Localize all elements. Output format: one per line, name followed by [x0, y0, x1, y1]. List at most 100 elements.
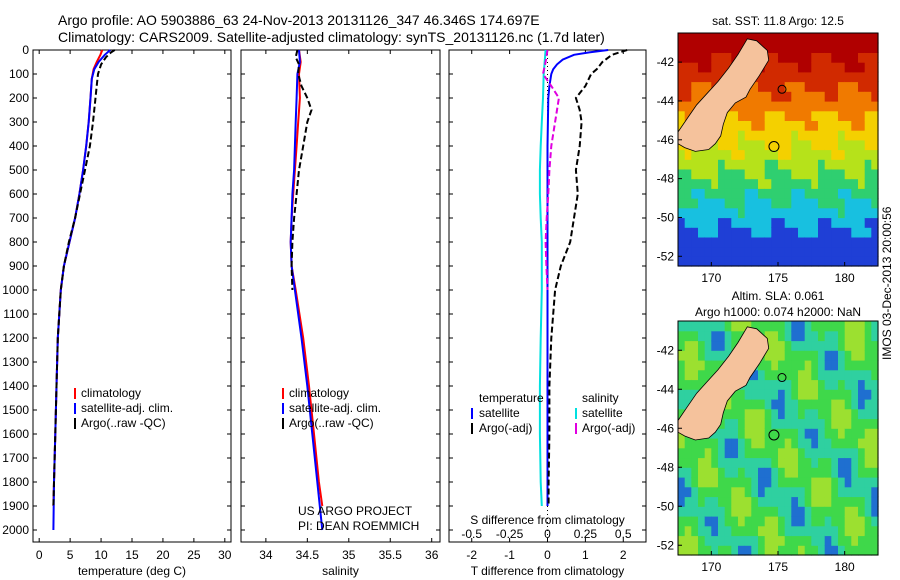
map-cell: [804, 369, 812, 381]
map-cell: [791, 408, 799, 420]
map-cell: [838, 389, 846, 400]
map-cell: [758, 139, 766, 151]
map-cell: [771, 71, 779, 83]
map-cell: [844, 330, 852, 342]
map-cell: [798, 207, 806, 219]
map-cell: [824, 256, 832, 267]
map-cell: [731, 418, 739, 429]
map-cell: [778, 369, 786, 381]
map-cell: [704, 525, 712, 537]
map-cell: [811, 486, 819, 498]
map-cell: [831, 71, 839, 83]
map-cell: [838, 438, 846, 449]
map-cell: [824, 350, 832, 361]
map-cell: [724, 188, 732, 199]
map-cell: [704, 217, 712, 228]
map-cell: [731, 399, 739, 410]
map-cell: [704, 516, 712, 527]
map-cell: [678, 330, 686, 342]
map-cell: [744, 418, 752, 429]
map-cell: [844, 139, 852, 151]
y-tick-label: 0: [22, 43, 29, 57]
map-cell: [838, 42, 846, 53]
panel-frame: [32, 49, 232, 543]
map-cell: [691, 149, 699, 160]
map-cell: [704, 236, 712, 248]
map-cell: [804, 525, 812, 537]
map-cell: [744, 256, 752, 267]
map-cell: [798, 399, 806, 410]
map-cell: [824, 149, 832, 160]
map-cell: [691, 33, 699, 44]
x-axis-label: salinity: [322, 564, 359, 578]
map-cell: [704, 71, 712, 83]
map-cell: [784, 52, 792, 63]
map-cell: [778, 217, 786, 228]
map-cell: [804, 535, 812, 546]
map-cell: [764, 168, 772, 180]
map-cell: [751, 408, 759, 420]
map-cell: [864, 438, 872, 449]
x-tick-label: 1: [582, 548, 589, 562]
map-cell: [784, 418, 792, 429]
map-cell: [864, 178, 872, 189]
map-cell: [764, 217, 772, 228]
map-cell: [758, 217, 766, 228]
map-cell: [724, 198, 732, 209]
map-cell: [864, 516, 872, 527]
y-tick-label: 1600: [2, 427, 29, 441]
map-cell: [831, 62, 839, 73]
map-cell: [858, 101, 866, 112]
y-tick-label: 200: [9, 91, 29, 105]
map-cell: [831, 535, 839, 546]
map-cell: [751, 120, 759, 131]
map-cell: [771, 428, 779, 439]
map-cell: [858, 139, 866, 151]
map-cell: [824, 130, 832, 141]
map-cell: [778, 120, 786, 131]
y-tick-label: 1400: [2, 379, 29, 393]
map-cell: [851, 360, 859, 371]
y-tick-label: 900: [9, 259, 29, 273]
map-cell: [818, 477, 826, 488]
map-cell: [804, 42, 812, 53]
map-cell: [798, 198, 806, 209]
map-cell: [811, 198, 819, 209]
map-cell: [824, 340, 832, 351]
map-cell: [751, 139, 759, 151]
map-cell: [784, 81, 792, 92]
map-cell: [811, 321, 819, 332]
map-cell: [784, 139, 792, 151]
map-cell: [791, 217, 799, 228]
map-cell: [824, 91, 832, 102]
map-cell: [811, 120, 819, 131]
map-cell: [818, 227, 826, 238]
map-cell: [758, 71, 766, 83]
map-cell: [818, 91, 826, 102]
map-cell: [751, 496, 759, 507]
map-cell: [784, 545, 792, 556]
map-cell: [678, 545, 686, 556]
map-cell: [811, 360, 819, 371]
map-cell: [811, 207, 819, 219]
map-cell: [871, 447, 879, 459]
map-cell: [851, 256, 859, 267]
map-cell: [711, 71, 719, 83]
map-cell: [771, 457, 779, 468]
map-cell: [838, 139, 846, 151]
y-tick-label: -52: [657, 538, 675, 552]
map-cell: [791, 91, 799, 102]
map-cell: [771, 350, 779, 361]
x-tick-label: -1: [504, 548, 515, 562]
map-cell: [864, 486, 872, 498]
map-cell: [824, 408, 832, 420]
map-cell: [798, 256, 806, 267]
map-cell: [851, 545, 859, 556]
map-cell: [718, 42, 726, 53]
map-cell: [758, 178, 766, 189]
map-cell: [784, 399, 792, 410]
map-cell: [864, 207, 872, 219]
map-cell: [818, 535, 826, 546]
map-cell: [838, 149, 846, 160]
map-cell: [731, 428, 739, 439]
